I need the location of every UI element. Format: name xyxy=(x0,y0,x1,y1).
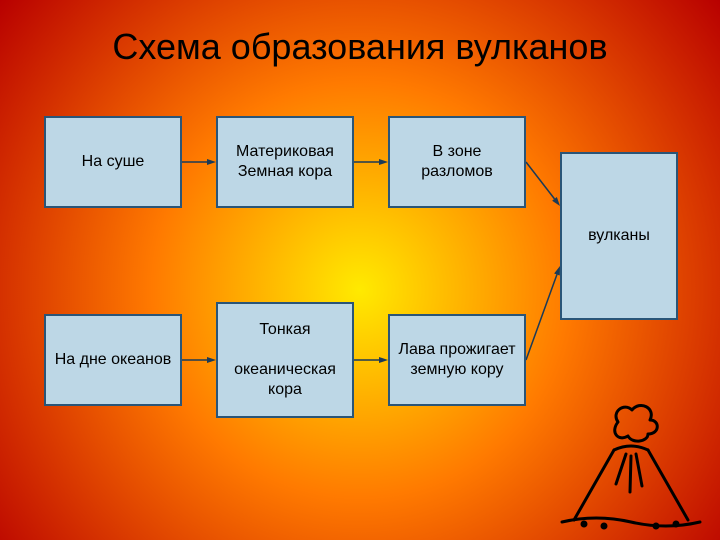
node-n2: Материковая Земная кора xyxy=(216,116,354,208)
node-n7: вулканы xyxy=(560,152,678,320)
diagram-stage: Схема образования вулканов На суше Матери… xyxy=(0,0,720,540)
node-n6: Лава прожигает земную кору xyxy=(388,314,526,406)
volcano-icon xyxy=(556,392,706,532)
node-n1: На суше xyxy=(44,116,182,208)
page-title: Схема образования вулканов xyxy=(0,26,720,68)
node-n4: На дне океанов xyxy=(44,314,182,406)
node-n5: Тонкая океаническая кора xyxy=(216,302,354,418)
node-n3: В зоне разломов xyxy=(388,116,526,208)
